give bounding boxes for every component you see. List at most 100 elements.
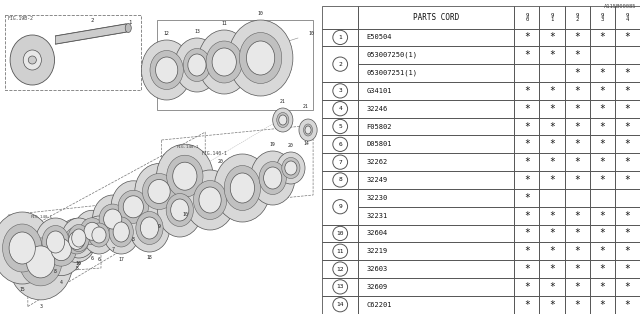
Bar — [358, 189, 515, 207]
Text: *: * — [600, 122, 605, 132]
Ellipse shape — [58, 219, 96, 262]
Bar — [322, 225, 358, 242]
Ellipse shape — [206, 41, 243, 83]
Text: *: * — [625, 175, 630, 185]
Text: *: * — [600, 86, 605, 96]
Bar — [615, 207, 640, 225]
Text: *: * — [549, 300, 555, 310]
Bar — [358, 207, 515, 225]
Text: 6: 6 — [97, 257, 100, 262]
Text: 9: 9 — [339, 204, 342, 209]
Text: *: * — [625, 264, 630, 274]
Text: 10: 10 — [258, 11, 264, 16]
Text: *: * — [600, 228, 605, 238]
Ellipse shape — [61, 218, 96, 258]
Text: 5: 5 — [76, 267, 78, 271]
Ellipse shape — [230, 173, 255, 203]
Polygon shape — [56, 24, 126, 44]
Ellipse shape — [35, 218, 76, 266]
Bar — [515, 278, 540, 296]
Text: 10: 10 — [337, 231, 344, 236]
Bar — [358, 242, 515, 260]
Text: *: * — [600, 139, 605, 149]
Text: *: * — [600, 104, 605, 114]
Text: 12: 12 — [164, 31, 170, 36]
Bar — [589, 207, 615, 225]
Bar — [515, 64, 540, 82]
Text: 15: 15 — [19, 287, 25, 292]
Text: 8: 8 — [54, 269, 57, 274]
Bar — [564, 189, 589, 207]
Bar — [515, 207, 540, 225]
Text: 13: 13 — [194, 29, 200, 34]
Text: *: * — [524, 32, 530, 43]
Text: 16: 16 — [76, 261, 82, 266]
Ellipse shape — [92, 227, 106, 243]
Text: 20: 20 — [288, 143, 294, 148]
Bar — [564, 242, 589, 260]
Text: 32603: 32603 — [367, 266, 388, 272]
Ellipse shape — [113, 222, 129, 242]
Text: E50504: E50504 — [367, 35, 392, 40]
Text: 7: 7 — [339, 160, 342, 165]
Text: 20: 20 — [217, 159, 223, 164]
Ellipse shape — [276, 152, 305, 184]
Bar — [540, 296, 564, 314]
Text: FIG.140-1: FIG.140-1 — [202, 151, 228, 156]
Ellipse shape — [83, 216, 115, 254]
Ellipse shape — [214, 154, 271, 222]
Text: 10: 10 — [182, 212, 188, 217]
Text: 32249: 32249 — [367, 177, 388, 183]
Text: *: * — [524, 86, 530, 96]
Text: *: * — [524, 104, 530, 114]
Bar — [564, 135, 589, 153]
Bar — [615, 171, 640, 189]
Ellipse shape — [175, 38, 219, 92]
Bar — [322, 100, 358, 118]
Bar — [515, 242, 540, 260]
Text: 6: 6 — [91, 256, 93, 261]
Bar — [615, 64, 640, 82]
Bar — [540, 64, 564, 82]
Text: *: * — [524, 300, 530, 310]
Ellipse shape — [42, 226, 69, 259]
Bar — [615, 82, 640, 100]
Ellipse shape — [10, 35, 54, 85]
Ellipse shape — [250, 151, 295, 205]
Text: *: * — [600, 175, 605, 185]
Bar — [358, 260, 515, 278]
Ellipse shape — [166, 155, 203, 197]
Bar — [589, 82, 615, 100]
Text: *: * — [600, 264, 605, 274]
Text: *: * — [625, 68, 630, 78]
Bar — [322, 153, 358, 171]
Ellipse shape — [124, 196, 143, 218]
Bar — [515, 189, 540, 207]
Ellipse shape — [157, 144, 213, 208]
Text: *: * — [625, 104, 630, 114]
Bar — [615, 242, 640, 260]
Text: 32231: 32231 — [367, 212, 388, 219]
Text: *: * — [524, 211, 530, 220]
Ellipse shape — [150, 51, 183, 90]
Bar — [358, 171, 515, 189]
Bar — [515, 100, 540, 118]
Bar — [615, 153, 640, 171]
Ellipse shape — [273, 108, 293, 132]
Text: *: * — [600, 157, 605, 167]
Text: *: * — [524, 50, 530, 60]
Bar — [589, 225, 615, 242]
Bar — [515, 118, 540, 135]
Bar — [322, 82, 358, 100]
Bar — [589, 189, 615, 207]
Ellipse shape — [224, 165, 260, 211]
Bar — [358, 278, 515, 296]
Bar — [515, 153, 540, 171]
Bar — [564, 207, 589, 225]
Ellipse shape — [156, 57, 178, 83]
Text: 1: 1 — [339, 35, 342, 40]
Bar — [540, 207, 564, 225]
Text: *: * — [625, 32, 630, 43]
Text: *: * — [600, 32, 605, 43]
Ellipse shape — [282, 157, 300, 179]
